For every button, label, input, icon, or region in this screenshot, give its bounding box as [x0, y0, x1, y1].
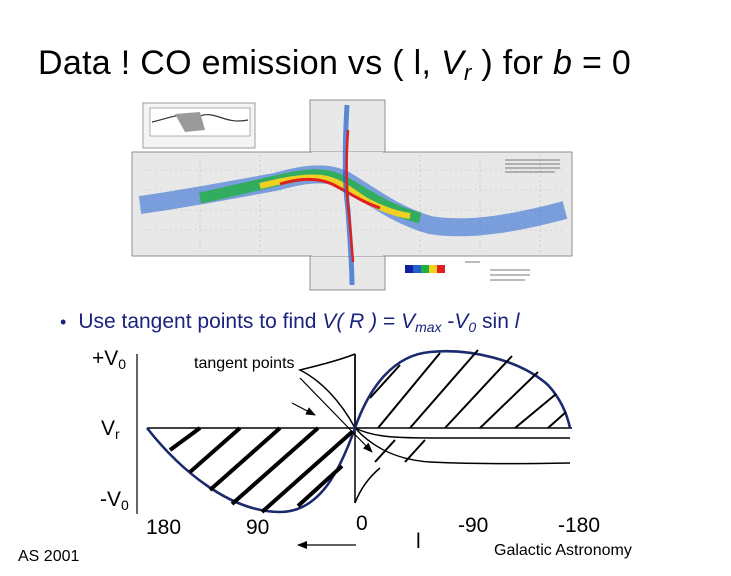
inset-map-patch: [175, 112, 205, 132]
label-minus-v0-text: -V: [100, 488, 121, 511]
bullet-vr: V( R ): [322, 310, 378, 333]
label-tangent-points: tangent points: [194, 355, 295, 372]
label-plus-v0-text: +V: [92, 347, 119, 370]
co-emission-map: [131, 99, 573, 291]
tick-label-180: 180: [146, 516, 182, 539]
label-minus-v0: -V0: [100, 488, 129, 513]
hatch-right: [369, 349, 567, 463]
terminal-curve-left: [297, 353, 356, 429]
bullet-prefix: Use tangent points to find: [78, 310, 323, 333]
tick-label-minus-90: -90: [458, 514, 489, 537]
velocity-envelope-curve: [145, 350, 572, 514]
map-caption-lines: [465, 159, 560, 281]
label-vr-text: V: [101, 417, 116, 440]
label-vr-sub: r: [115, 426, 120, 442]
tick-label-0: 0: [356, 512, 368, 535]
bullet-max-sub: max: [415, 319, 442, 335]
bullet-minus: -: [441, 310, 455, 333]
bullet-dot: •: [60, 312, 67, 332]
tangent-arrow-right: [299, 377, 373, 453]
title-mid: ) for: [471, 44, 554, 82]
title-r: r: [463, 60, 472, 85]
title-v: V: [440, 44, 464, 82]
title-b: b: [553, 44, 573, 82]
tick-label-minus-180: -180: [558, 514, 601, 537]
bullet-v0: V: [454, 310, 469, 333]
emission-band-red: [279, 178, 381, 210]
bullet-l: l: [514, 310, 520, 333]
bullet-eq: =: [377, 310, 402, 333]
slide-title: Data ! CO emission vs ( l, Vr ) for b = …: [38, 44, 631, 86]
label-plus-v0-sub: 0: [118, 356, 127, 372]
title-prefix: Data ! CO emission vs ( l,: [38, 44, 441, 82]
footer-left: AS 2001: [18, 548, 80, 565]
bullet-sin: sin: [476, 310, 515, 333]
tick-label-90: 90: [246, 516, 270, 539]
emission-vertical-red: [345, 129, 355, 263]
map-color-bar: [405, 265, 445, 273]
title-suffix: = 0: [572, 44, 632, 82]
tangent-arrow-left: [291, 402, 316, 416]
terminal-curve-lower: [354, 467, 381, 504]
label-plus-v0: +V0: [92, 347, 126, 372]
bullet-zero-sub: 0: [468, 319, 477, 335]
bullet-line: • Use tangent points to find V( R ) = Vma…: [60, 310, 519, 335]
hatch-left: [168, 426, 354, 514]
bullet-vmax: V: [401, 310, 416, 333]
axis-label-l: l: [416, 530, 421, 553]
inner-curve-right: [354, 427, 570, 439]
footer-right: Galactic Astronomy: [494, 542, 632, 559]
terminal-curve-right: [354, 427, 571, 465]
label-vr: Vr: [101, 417, 120, 442]
label-minus-v0-sub: 0: [121, 497, 129, 513]
